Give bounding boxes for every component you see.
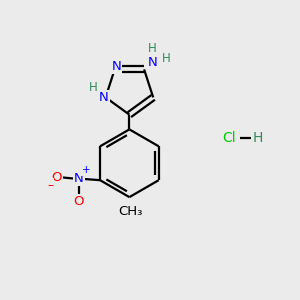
- Text: N: N: [99, 91, 109, 104]
- Text: H: H: [148, 42, 157, 55]
- Text: –: –: [47, 179, 53, 192]
- Text: H: H: [252, 131, 263, 145]
- Text: +: +: [82, 166, 91, 176]
- Text: Cl: Cl: [223, 131, 236, 145]
- Text: H: H: [89, 82, 98, 94]
- Text: N: N: [111, 60, 121, 73]
- Text: N: N: [74, 172, 84, 185]
- Text: O: O: [52, 171, 62, 184]
- Text: O: O: [74, 195, 84, 208]
- Text: H: H: [162, 52, 171, 65]
- Text: N: N: [148, 56, 157, 69]
- Text: CH₃: CH₃: [118, 205, 142, 218]
